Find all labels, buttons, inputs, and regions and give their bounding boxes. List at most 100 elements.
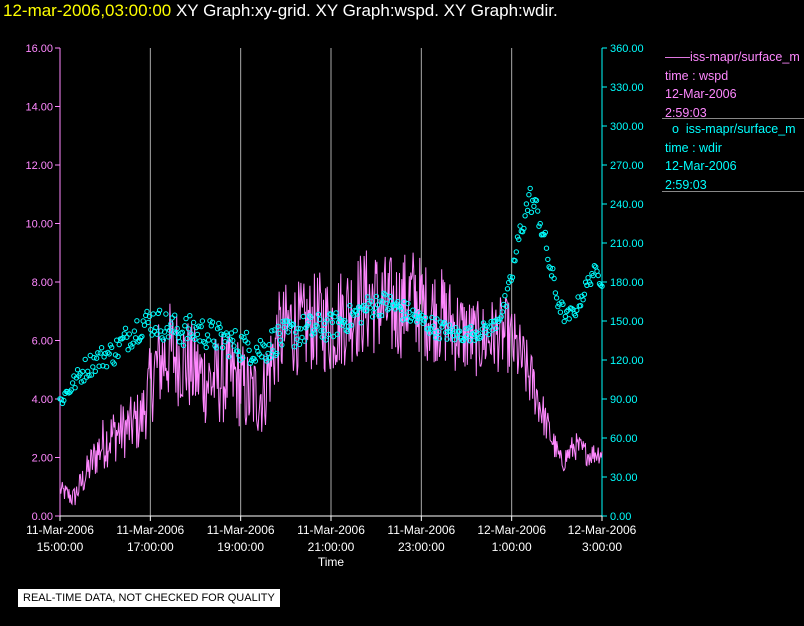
y-right-tick-label: 270.00 <box>610 160 644 172</box>
series-wdir-point <box>300 313 306 320</box>
series-wdir-point <box>543 245 550 251</box>
series-wdir-point <box>359 304 366 310</box>
series-wdir-point <box>228 330 235 336</box>
series-wdir-point <box>306 313 313 319</box>
series-wdir-point <box>358 320 364 326</box>
series-wdir-point <box>478 333 484 340</box>
series-wdir-point <box>163 311 169 317</box>
series-wdir-point <box>285 329 291 335</box>
series-wdir-point <box>90 364 96 370</box>
series-wdir-point <box>383 300 390 307</box>
series-wdir-point <box>317 316 323 322</box>
legend-wdir-desc: time : wdir <box>665 140 722 155</box>
series-wdir-point <box>109 344 115 351</box>
series-wdir-point <box>301 338 308 344</box>
y-right-tick-label: 210.00 <box>610 238 644 250</box>
series-wdir-point <box>419 312 425 318</box>
series-wdir-point <box>132 335 139 341</box>
series-wdir-point <box>417 315 424 321</box>
series-wdir-point <box>145 319 151 326</box>
series-wdir-point <box>553 295 560 301</box>
y-left-tick-label: 12.00 <box>25 160 53 172</box>
x-tick-time-label: 17:00:00 <box>127 540 174 554</box>
series-wdir-point <box>382 292 388 298</box>
series-wdir-point <box>80 368 86 375</box>
series-wdir-point <box>95 350 101 356</box>
series-wdir-point <box>531 203 537 210</box>
series-wdir-point <box>293 329 299 335</box>
series-wdir-point <box>542 229 548 236</box>
series-wdir-point <box>557 309 564 315</box>
series-wdir-point <box>387 293 393 300</box>
series-wdir-point <box>463 326 469 332</box>
series-wdir-point <box>381 290 387 296</box>
series-wdir-point <box>86 372 92 379</box>
series-wdir-point <box>230 337 236 344</box>
series-wdir-point <box>480 320 487 326</box>
series-wdir-point <box>485 331 492 338</box>
series-wdir-point <box>247 360 254 366</box>
series-wdir-point <box>204 332 211 338</box>
series-wdir-point <box>274 350 280 357</box>
series-wdir-point <box>280 318 286 324</box>
series-wdir-point <box>203 344 209 351</box>
series-wdir-point <box>467 338 473 344</box>
series-wdir-point <box>121 331 128 337</box>
series-wdir-point <box>291 344 298 350</box>
legend-wspd-date: 12-Mar-2006 <box>665 87 737 101</box>
series-wdir-point <box>295 325 301 331</box>
series-wdir-point <box>88 372 95 378</box>
legend-separator <box>662 118 804 119</box>
series-wdir-point <box>319 334 325 340</box>
series-wdir-point <box>498 314 504 320</box>
series-wdir-point <box>266 342 272 348</box>
series-wdir-point <box>451 337 458 343</box>
legend-separator <box>662 191 804 192</box>
series-wdir-point <box>572 312 579 319</box>
series-wdir-point <box>160 337 167 343</box>
series-wdir-point <box>440 321 446 327</box>
series-wdir-point <box>180 342 187 349</box>
series-wdir-point <box>333 310 339 316</box>
series-wdir-point <box>519 229 526 235</box>
series-wdir-point <box>261 343 267 349</box>
series-wdir-point <box>595 272 601 279</box>
series-wdir-point <box>407 318 414 324</box>
x-tick-time-label: 19:00:00 <box>217 540 264 554</box>
series-wdir-point <box>284 318 290 324</box>
series-wdir-point <box>59 400 66 407</box>
series-wdir-point <box>170 329 177 335</box>
series-wdir-point <box>217 324 223 331</box>
series-wdir-point <box>130 340 136 346</box>
y-left-tick-label: 2.00 <box>32 453 53 465</box>
series-wdir-point <box>194 331 201 338</box>
series-wdir-point <box>97 350 104 356</box>
legend-wspd-series: iss-mapr/surface_m <box>690 50 800 64</box>
legend-wdir-time: 2:59:03 <box>665 177 707 192</box>
series-wdir-point <box>493 325 499 332</box>
series-wdir-point <box>414 319 420 325</box>
series-wdir-point <box>513 249 519 255</box>
series-wdir-point <box>265 350 271 357</box>
series-wdir-point <box>344 328 351 335</box>
series-wdir-point <box>126 331 133 337</box>
x-tick-date-label: 11-Mar-2006 <box>207 523 275 537</box>
series-wdir-point <box>235 348 241 354</box>
series-wdir-point <box>521 225 527 232</box>
series-wdir-point <box>275 323 281 330</box>
series-wdir-point <box>222 339 228 345</box>
series-wdir-point <box>590 272 596 279</box>
series-wdir-point <box>125 347 131 353</box>
series-wdir-point <box>522 213 528 219</box>
y-left-tick-label: 6.00 <box>32 336 53 348</box>
series-wdir-point <box>426 330 432 336</box>
x-tick-date-label: 12-Mar-2006 <box>568 523 637 537</box>
series-group <box>57 185 605 506</box>
y-left-tick-label: 8.00 <box>32 277 53 289</box>
series-wdir-point <box>577 303 584 309</box>
legend-wspd-time: 2:59:03 <box>665 105 707 120</box>
series-wdir-point <box>456 328 463 334</box>
series-wdir-point <box>161 329 168 335</box>
series-wdir-point <box>192 336 198 342</box>
